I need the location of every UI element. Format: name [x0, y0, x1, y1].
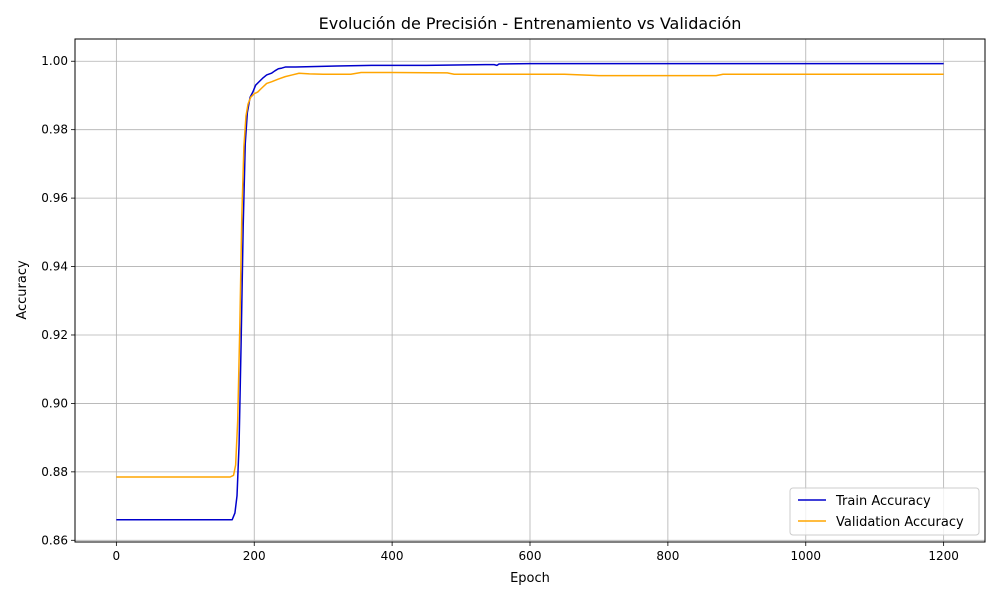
chart-title: Evolución de Precisión - Entrenamiento v…	[319, 14, 742, 33]
series-group	[116, 62, 944, 521]
legend-box	[789, 487, 980, 536]
y-tick-label: 0.90	[41, 396, 68, 410]
x-tick-label: 800	[656, 549, 679, 563]
series-line-validation	[116, 71, 944, 478]
x-axis-label: Epoch	[510, 571, 550, 586]
x-tick-label: 200	[243, 549, 266, 563]
legend-label-train: Train Accuracy	[835, 494, 931, 509]
y-tick-label: 0.88	[41, 465, 68, 479]
x-tick-label: 1000	[790, 549, 821, 563]
y-tick-label: 0.94	[41, 260, 68, 274]
x-tick-label: 1200	[928, 549, 959, 563]
legend-label-validation: Validation Accuracy	[836, 515, 964, 530]
y-tick-label: 1.00	[41, 54, 68, 68]
x-tick-label: 0	[113, 549, 121, 563]
x-tick-label: 600	[519, 549, 542, 563]
ticks: 0 200 400 600 800 1000 1200 0.86 0.88 0.90 0.92 0.9…	[41, 54, 959, 563]
y-tick-label: 0.98	[41, 123, 68, 137]
y-axis-label: Accuracy	[15, 260, 30, 320]
grid	[75, 39, 985, 542]
series-line-train	[116, 62, 944, 521]
x-tick-label: 400	[381, 549, 404, 563]
y-tick-label: 0.96	[41, 191, 68, 205]
y-tick-label: 0.92	[41, 328, 68, 342]
legend: Train Accuracy Validation Accuracy	[789, 487, 980, 536]
y-tick-label: 0.86	[41, 533, 68, 547]
